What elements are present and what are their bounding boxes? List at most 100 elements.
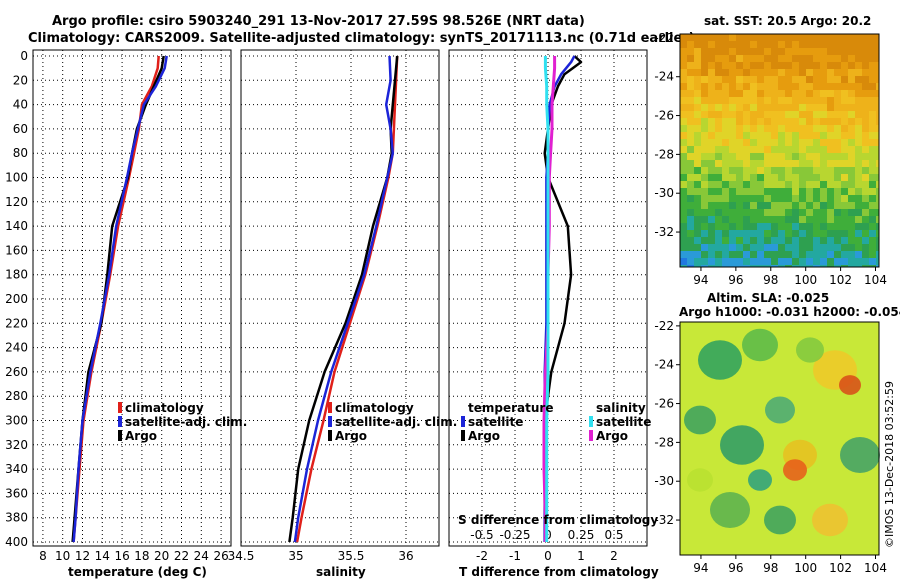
temperature-tick-label: 22 [174,549,189,563]
depth-tick-label: 180 [5,268,28,282]
sst-cell [687,202,694,209]
sst-cell [715,139,722,146]
sst-cell [771,90,778,97]
sst-cell [869,202,876,209]
sst-cell [687,237,694,244]
sst-cell [834,244,841,251]
sst-cell [687,118,694,125]
sst-cell [743,76,750,83]
sst-cell [785,76,792,83]
sst-cell [848,76,855,83]
sst-cell [750,104,757,111]
sst-cell [855,48,862,55]
sst-cell [771,41,778,48]
sst-cell [743,251,750,258]
sst-cell [855,90,862,97]
sst-cell [813,111,820,118]
sst-cell [841,153,848,160]
depth-tick-label: 360 [5,486,28,500]
sst-cell [722,223,729,230]
sst-cell [750,265,757,267]
sst-cell [827,153,834,160]
legend-swatch-temp-argo [461,430,465,441]
sst-cell [715,41,722,48]
sst-cell [722,174,729,181]
sst-cell [722,160,729,167]
sst-cell [701,181,708,188]
sst-cell [771,265,778,267]
sla-anomaly-blob [748,469,772,491]
sst-cell [799,83,806,90]
sst-cell [806,160,813,167]
sst-cell [778,104,785,111]
sst-cell [834,90,841,97]
sst-cell [869,69,876,76]
sst-cell [813,55,820,62]
sst-cell [764,223,771,230]
sst-cell [841,125,848,132]
sst-cell [827,34,834,41]
legend-temperature-title: temperature [468,401,553,415]
temperature-tick-label: 12 [75,549,90,563]
sst-cell [680,104,687,111]
sst-cell [687,160,694,167]
sst-cell [750,251,757,258]
sla-anomaly-blob [684,405,716,435]
sst-cell [694,48,701,55]
sst-cell [813,104,820,111]
sst-cell [806,62,813,69]
sst-cell [729,41,736,48]
sst-cell [715,153,722,160]
sst-cell [778,118,785,125]
sst-cell [813,34,820,41]
sst-cell [792,195,799,202]
sst-cell [855,83,862,90]
depth-tick-label: 160 [5,243,28,257]
sst-cell [820,146,827,153]
sst-cell [799,244,806,251]
sst-cell [694,90,701,97]
sst-cell [806,188,813,195]
sst-cell [834,104,841,111]
salinity-climatology-line [295,55,399,543]
sst-cell [729,167,736,174]
temperature-tick-label: 14 [95,549,110,563]
sst-cell [729,230,736,237]
sst-cell [715,125,722,132]
sst-cell [855,237,862,244]
sst-cell [708,48,715,55]
sst-cell [708,223,715,230]
sst-cell [736,83,743,90]
sla-anomaly-blob [812,503,848,537]
sst-cell [841,139,848,146]
sst-cell [687,167,694,174]
sst-cell [736,125,743,132]
sst-cell [743,258,750,265]
sst-cell [876,181,879,188]
sst-cell [694,237,701,244]
sst-cell [813,174,820,181]
sst-cell [827,223,834,230]
sst-cell [722,244,729,251]
sst-cell [841,104,848,111]
sst-cell [750,76,757,83]
sla-anomaly-blob [742,328,778,362]
sst-cell [778,69,785,76]
temperature-panel-frame [32,49,232,547]
sst-cell [848,188,855,195]
sst-cell [736,118,743,125]
sst-cell [792,216,799,223]
sst-cell [813,48,820,55]
sst-cell [736,76,743,83]
sst-cell [701,90,708,97]
sst-map-title: sat. SST: 20.5 Argo: 20.2 [704,14,871,28]
sst-cell [715,34,722,41]
sst-cell [820,55,827,62]
sst-cell [792,188,799,195]
sst-cell [862,258,869,265]
sst-cell [869,139,876,146]
sst-cell [687,195,694,202]
sst-cell [722,90,729,97]
sst-cell [687,76,694,83]
sst-cell [687,216,694,223]
